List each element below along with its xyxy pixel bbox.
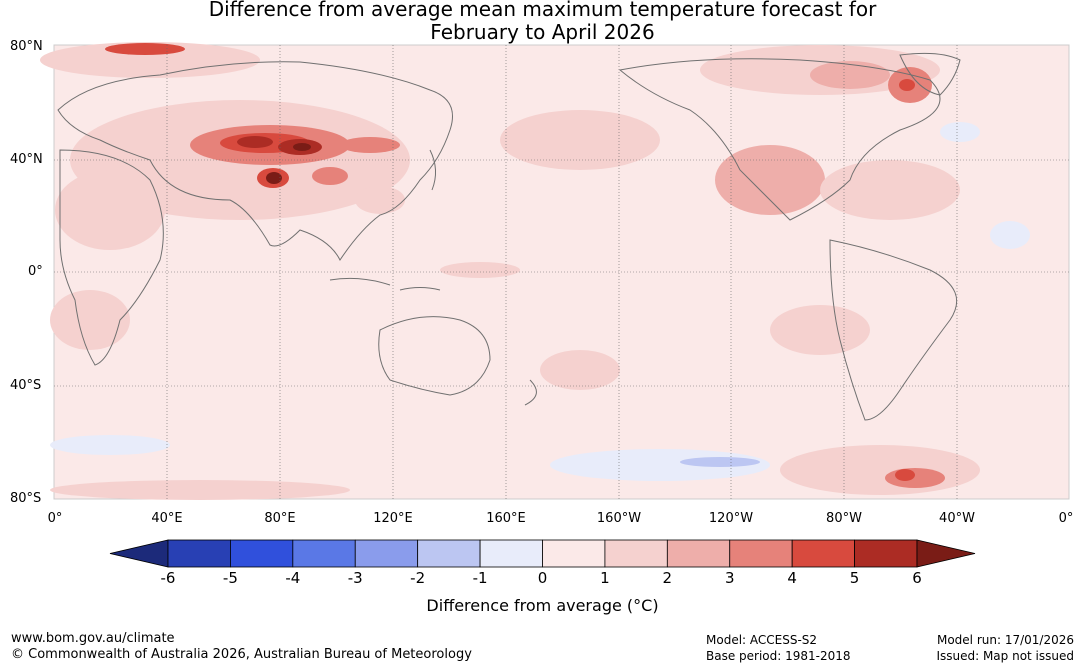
colorbar-segment (791, 539, 855, 568)
anomaly-patch (50, 480, 350, 500)
anomaly-patch (940, 122, 980, 142)
lat-label-80s: 80°S (10, 491, 42, 506)
anomaly-patch (780, 445, 980, 495)
colorbar-tick-label: 1 (600, 569, 610, 587)
lon-label-160e: 160°E (486, 511, 526, 526)
colorbar-segment (729, 539, 793, 568)
colorbar-segment (479, 539, 543, 568)
colorbar-tick-label: -2 (410, 569, 426, 587)
lon-label-160w: 160°W (596, 511, 642, 526)
anomaly-patch (40, 42, 260, 78)
anomaly-patch (895, 469, 915, 481)
colorbar-tick-label: 6 (912, 569, 922, 587)
anomaly-layer (40, 42, 1030, 500)
lon-label-120e: 120°E (373, 511, 413, 526)
lon-label-120w: 120°W (708, 511, 754, 526)
anomaly-patch (340, 137, 400, 153)
colorbar-arrow-high (916, 539, 976, 568)
lat-label-40n: 40°N (10, 152, 43, 167)
anomaly-patch (990, 221, 1030, 249)
colorbar-segment (854, 539, 918, 568)
colorbar-segment (167, 539, 231, 568)
colorbar-title: Difference from average (°C) (426, 596, 659, 615)
map-title-line1: Difference from average mean maximum tem… (208, 0, 877, 21)
coastline-eurasia (57, 61, 453, 261)
anomaly-patch (50, 435, 170, 455)
colorbar-tick-label: 5 (849, 569, 860, 587)
footer-issued: Issued: Map not issued (936, 649, 1074, 663)
colorbar-segment (292, 539, 356, 568)
colorbar-segment (666, 539, 731, 568)
colorbar-tick-label: -3 (347, 569, 363, 587)
coastlines (57, 52, 961, 421)
anomaly-patch (55, 170, 165, 250)
colorbar-segment (542, 539, 606, 568)
anomaly-patch (885, 468, 945, 488)
lon-label-40e: 40°E (151, 511, 183, 526)
anomaly-patch (355, 186, 405, 214)
gridlines (54, 45, 1069, 499)
anomaly-patch (50, 290, 130, 350)
coastline-north-america (618, 58, 941, 221)
coastline-japan (429, 149, 436, 191)
anomaly-patch (820, 160, 960, 220)
footer-model: Model: ACCESS-S2 (706, 633, 818, 647)
anomaly-patch (715, 145, 825, 215)
anomaly-patch (105, 43, 185, 55)
coastline-indonesia (329, 277, 441, 291)
colorbar-tick-label: -1 (472, 569, 488, 587)
colorbar-tick-label: 3 (724, 569, 735, 587)
anomaly-patch (550, 449, 770, 481)
lon-label-80w: 80°W (826, 511, 862, 526)
footer-url[interactable]: www.bom.gov.au/climate (11, 631, 175, 646)
colorbar-arrow-low (109, 539, 169, 568)
lon-label-0-right: 0° (1058, 511, 1074, 526)
coastline-south-america (829, 239, 958, 421)
coastline-new-zealand (524, 379, 537, 406)
lon-label-40w: 40°W (939, 511, 975, 526)
colorbar-tick-label: 0 (537, 569, 548, 587)
anomaly-patch (810, 61, 890, 89)
colorbar-segment (417, 539, 481, 568)
anomaly-patch (440, 262, 520, 278)
lat-label-40s: 40°S (10, 378, 42, 393)
lat-label-0: 0° (28, 264, 43, 279)
anomaly-patch (500, 110, 660, 170)
colorbar-tick-label: -6 (160, 569, 176, 587)
colorbar-tick-label: -5 (222, 569, 238, 587)
anomaly-patch (237, 136, 273, 148)
anomaly-patch (266, 172, 282, 184)
anomaly-patch (540, 350, 620, 390)
colorbar-segment (230, 539, 294, 568)
colorbar-segment (604, 539, 668, 568)
anomaly-patch (680, 457, 760, 467)
coastline-africa (59, 149, 164, 366)
lon-label-0-left: 0° (47, 511, 63, 526)
anomaly-patch (312, 167, 348, 185)
map-title-line2: February to April 2026 (430, 20, 655, 44)
colorbar-segment (354, 539, 419, 568)
footer-copyright: © Commonwealth of Australia 2026, Austra… (11, 647, 472, 662)
lon-label-80e: 80°E (264, 511, 296, 526)
anomaly-patch (293, 143, 311, 151)
coastline-greenland (899, 52, 961, 96)
footer-model-run: Model run: 17/01/2026 (936, 633, 1074, 647)
colorbar-tick-label: 2 (662, 569, 673, 587)
coastline-australia (378, 316, 491, 396)
lat-label-80n: 80°N (10, 39, 43, 54)
colorbar-tick-label: -4 (285, 569, 301, 587)
footer-base-period: Base period: 1981-2018 (706, 649, 851, 663)
anomaly-patch (770, 305, 870, 355)
anomaly-patch (899, 79, 915, 91)
colorbar (109, 539, 976, 568)
colorbar-tick-label: 4 (787, 569, 797, 587)
